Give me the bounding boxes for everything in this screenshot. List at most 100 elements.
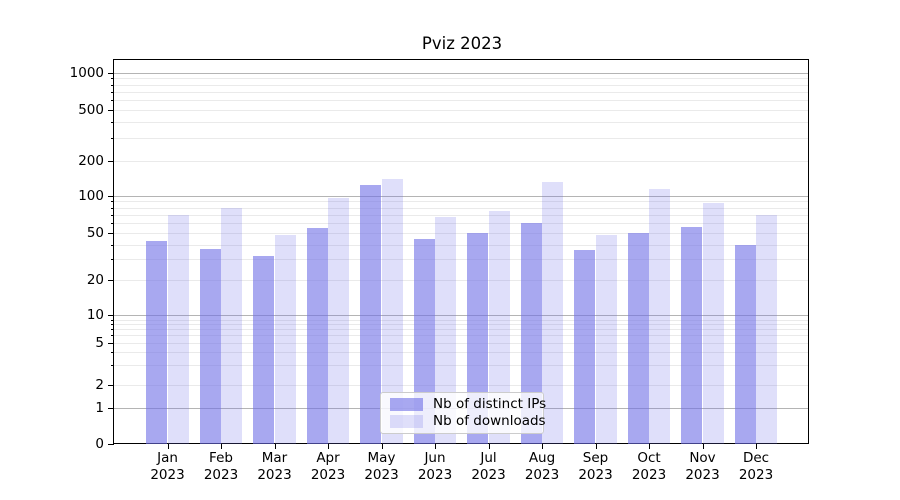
y-minor-tick-mark-300 <box>111 138 114 140</box>
gridline-minor-500 <box>114 110 808 111</box>
y-minor-tick-mark-9 <box>111 320 114 321</box>
bar-downloads-oct <box>649 188 671 444</box>
x-tick-mark-apr <box>328 444 329 449</box>
y-minor-tick-mark-400 <box>111 122 114 124</box>
gridline-minor-20 <box>114 280 808 281</box>
x-tick-mark-dec <box>756 444 757 449</box>
bar-downloads-apr <box>328 197 350 444</box>
y-tick-label-2: 2 <box>95 377 104 394</box>
x-tick-mark-jan <box>167 444 169 449</box>
x-tick-mark-oct <box>649 444 650 449</box>
x-tick-mark-may <box>381 444 383 449</box>
y-tick-mark-10 <box>108 315 114 317</box>
legend-swatch-downloads <box>390 414 423 428</box>
bar-downloads-sep <box>595 235 617 444</box>
y-tick-mark-100 <box>108 195 114 197</box>
y-tick-label-1000: 1000 <box>69 64 104 81</box>
x-tick-label-mar: Mar 2023 <box>257 450 292 483</box>
y-minor-tick-mark-200 <box>111 160 114 162</box>
gridline-minor-3 <box>114 365 808 366</box>
x-tick-label-sep: Sep 2023 <box>578 450 613 483</box>
y-tick-label-10: 10 <box>86 307 104 324</box>
gridline-minor-90 <box>114 201 808 203</box>
y-minor-tick-mark-7 <box>111 329 114 331</box>
gridline-minor-200 <box>114 160 808 162</box>
bar-downloads-jan <box>167 215 189 444</box>
x-tick-label-jan: Jan 2023 <box>150 450 185 483</box>
y-tick-label-200: 200 <box>78 152 104 169</box>
y-tick-label-50: 50 <box>86 225 104 242</box>
x-tick-label-feb: Feb 2023 <box>203 450 239 483</box>
legend-label-downloads: Nb of downloads <box>433 412 546 429</box>
bar-distinct-ips-apr <box>306 228 328 444</box>
gridline-minor-700 <box>114 91 808 93</box>
y-minor-tick-mark-2 <box>111 385 114 387</box>
y-minor-tick-mark-60 <box>111 223 114 225</box>
bar-downloads-feb <box>221 207 243 444</box>
gridline-minor-300 <box>114 138 808 140</box>
bar-distinct-ips-feb <box>199 248 221 444</box>
x-tick-label-dec: Dec 2023 <box>738 450 774 483</box>
y-tick-mark-0 <box>108 444 114 445</box>
y-minor-tick-mark-6 <box>111 335 114 337</box>
gridline-minor-4 <box>114 352 808 353</box>
gridline-major-10 <box>114 315 808 317</box>
x-tick-mark-feb <box>221 444 222 449</box>
bar-downloads-jul <box>488 211 510 444</box>
legend-item-downloads: Nb of downloads <box>390 413 546 429</box>
gridline-minor-50 <box>114 233 808 235</box>
bar-downloads-nov <box>702 202 724 444</box>
bar-distinct-ips-jan <box>146 240 168 444</box>
y-minor-tick-mark-80 <box>111 207 114 209</box>
y-minor-tick-mark-90 <box>111 201 114 203</box>
legend-swatch-distinct-ips <box>390 398 423 412</box>
x-tick-mark-aug <box>542 444 543 449</box>
x-tick-label-nov: Nov 2023 <box>685 450 720 483</box>
bar-distinct-ips-oct <box>627 233 649 444</box>
bar-distinct-ips-dec <box>734 244 756 444</box>
gridline-minor-70 <box>114 215 808 217</box>
x-tick-mark-jul <box>488 444 490 449</box>
gridline-minor-400 <box>114 122 808 124</box>
chart-title: Pviz 2023 <box>421 34 503 53</box>
x-tick-label-oct: Oct 2023 <box>631 450 667 483</box>
x-tick-mark-sep <box>595 444 597 449</box>
gridline-minor-900 <box>114 78 808 80</box>
x-tick-label-jun: Jun 2023 <box>417 450 453 483</box>
bar-downloads-mar <box>274 235 296 444</box>
y-tick-label-20: 20 <box>86 272 104 288</box>
y-minor-tick-mark-40 <box>111 244 114 246</box>
y-minor-tick-mark-50 <box>111 233 114 235</box>
gridline-minor-7 <box>114 329 808 331</box>
gridline-minor-2 <box>114 385 808 387</box>
gridline-minor-30 <box>114 259 808 261</box>
bar-distinct-ips-aug <box>520 223 542 444</box>
x-tick-mark-jun <box>435 444 436 449</box>
y-minor-tick-mark-70 <box>111 215 114 217</box>
x-tick-label-apr: Apr 2023 <box>310 450 346 483</box>
legend-item-distinct-ips: Nb of distinct IPs <box>390 397 546 412</box>
bar-distinct-ips-mar <box>253 256 275 444</box>
x-tick-label-jul: Jul 2023 <box>471 450 506 483</box>
y-minor-tick-mark-800 <box>111 84 114 86</box>
bar-downloads-aug <box>542 182 564 444</box>
plot-area <box>113 59 809 444</box>
y-tick-label-100: 100 <box>78 187 104 204</box>
gridline-minor-80 <box>114 207 808 209</box>
x-tick-label-may: May 2023 <box>364 450 399 483</box>
y-minor-tick-mark-8 <box>111 324 114 326</box>
gridline-minor-6 <box>114 335 808 337</box>
gridline-minor-8 <box>114 324 808 326</box>
y-tick-label-1: 1 <box>95 400 104 417</box>
gridline-major-1000 <box>114 72 808 74</box>
gridline-minor-60 <box>114 223 808 225</box>
y-minor-tick-mark-5 <box>111 342 114 344</box>
bar-downloads-dec <box>756 215 778 444</box>
legend-label-distinct-ips: Nb of distinct IPs <box>433 396 547 413</box>
bar-distinct-ips-may <box>360 185 382 444</box>
y-minor-tick-mark-500 <box>111 110 114 111</box>
bar-distinct-ips-jul <box>467 233 489 444</box>
gridline-minor-9 <box>114 320 808 321</box>
gridline-minor-800 <box>114 84 808 86</box>
y-tick-mark-1000 <box>108 72 114 74</box>
